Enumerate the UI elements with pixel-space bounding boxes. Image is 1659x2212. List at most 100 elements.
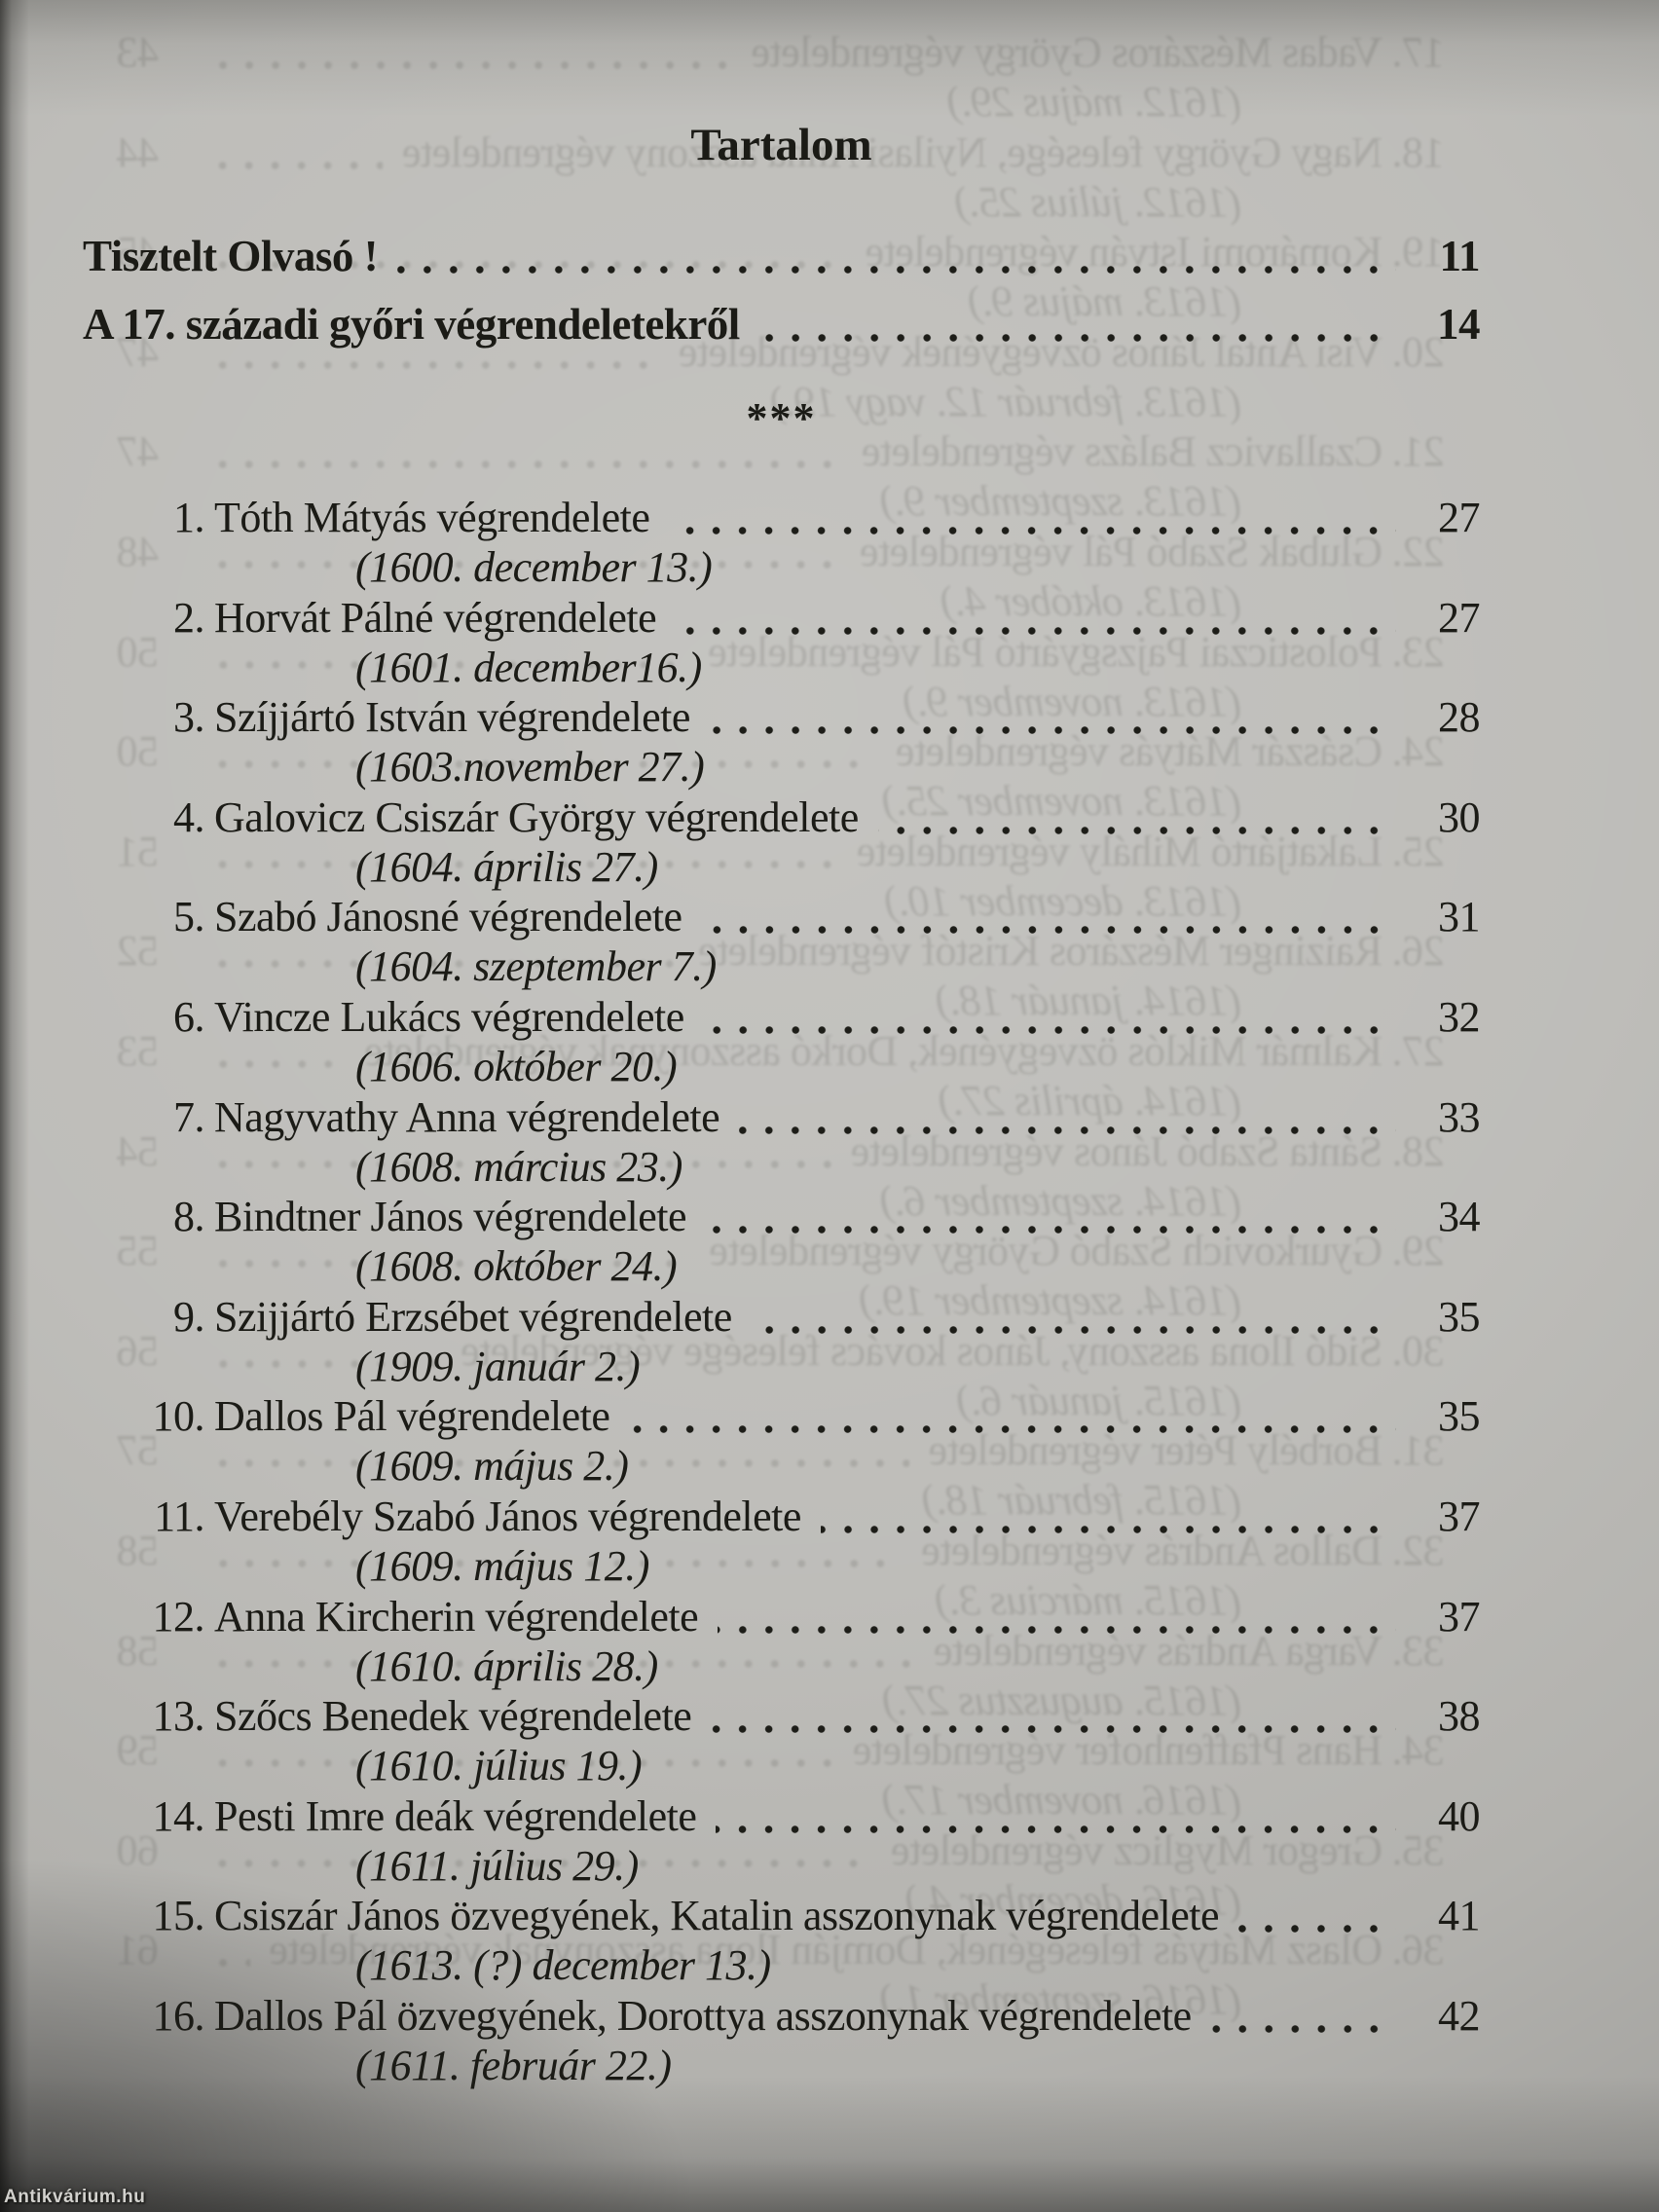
entry-date: (1604. szeptember 7.) <box>355 942 717 991</box>
entry-number: 8. <box>173 1193 205 1241</box>
entry-title: Galovicz Csiszár György végrendelete <box>214 793 859 841</box>
table-of-contents: Tartalom Tisztelt Olvasó ! 11 A 17. száz… <box>83 0 1481 2212</box>
dot-leader <box>1210 2025 1396 2035</box>
dot-leader <box>397 266 1396 276</box>
page-number: 42 <box>1438 1992 1481 2040</box>
entry-number: 6. <box>173 993 205 1041</box>
entry-row: 2. Horvát Pálné végrendelete 27 <box>83 593 1481 643</box>
page-number: 11 <box>1439 232 1480 280</box>
page-number: 34 <box>1438 1193 1481 1241</box>
entry-title: Szijjártó Erzsébet végrendelete <box>214 1292 732 1341</box>
entry-title: Horvát Pálné végrendelete <box>214 593 657 642</box>
entry-date: (1909. január 2.) <box>355 1342 641 1390</box>
entry-number: 12. <box>152 1592 205 1641</box>
entry-row: 7. Nagyvathy Anna végrendelete 33 <box>83 1092 1481 1142</box>
entry-date: (1610. április 28.) <box>355 1641 658 1690</box>
page-title: Tartalom <box>690 120 872 170</box>
dot-leader <box>1238 1925 1396 1936</box>
entry-row: 1. Tóth Mátyás végrendelete 27 <box>83 493 1481 542</box>
dot-leader <box>711 1725 1396 1736</box>
entry-row: 6. Vincze Lukács végrendelete 32 <box>83 992 1481 1042</box>
entry-row: 14. Pesti Imre deák végrendelete 40 <box>83 1791 1481 1841</box>
entry-date: (1608. október 24.) <box>355 1242 678 1291</box>
entry-number: 15. <box>152 1892 205 1940</box>
entry-number: 3. <box>173 693 205 742</box>
entry-title: Szíjjártó István végrendelete <box>214 693 690 742</box>
dot-leader <box>716 1825 1396 1835</box>
entry-row: 9. Szijjártó Erzsébet végrendelete 35 <box>83 1292 1481 1342</box>
watermark: Antikvárium.hu <box>4 2187 146 2207</box>
entry-date: (1604. április 27.) <box>355 842 658 891</box>
entry-number: 1. <box>173 494 205 541</box>
entry-number: 2. <box>173 593 205 642</box>
page-number: 30 <box>1438 793 1481 841</box>
dot-leader <box>877 826 1396 836</box>
entry-number: 10. <box>152 1392 205 1441</box>
entry-title: Tóth Mátyás végrendelete <box>214 494 650 541</box>
entry-title: Dallos Pál végrendelete <box>214 1392 610 1441</box>
entry-date: (1611. február 22.) <box>355 2042 672 2089</box>
page-number: 37 <box>1438 1592 1481 1641</box>
entry-title: Dallos Pál özvegyének, Dorottya asszonyn… <box>214 1992 1192 2040</box>
entry-date: (1609. május 2.) <box>355 1442 629 1491</box>
entry-row: 13. Szőcs Benedek végrendelete 38 <box>83 1691 1481 1741</box>
entry-date: (1603.november 27.) <box>355 743 705 792</box>
entry-number: 5. <box>173 893 205 941</box>
dot-leader <box>701 926 1396 937</box>
entry-title: Anna Kircherin végrendelete <box>214 1592 699 1641</box>
entry-row: 10. Dallos Pál végrendelete 35 <box>83 1391 1481 1441</box>
entry-row: 8. Bindtner János végrendelete 34 <box>83 1192 1481 1241</box>
entry-date: (1600. december 13.) <box>355 543 713 591</box>
entry-row: 11. Verebély Szabó János végrendelete 37 <box>83 1492 1480 1541</box>
page-number: 28 <box>1438 693 1481 742</box>
dot-leader <box>669 527 1396 536</box>
entry-row: 4. Galovicz Csiszár György végrendelete 3… <box>83 793 1481 842</box>
entry-date: (1613. (?) december 13.) <box>355 1941 771 1990</box>
entry-title: Bindtner János végrendelete <box>214 1193 687 1241</box>
dot-leader <box>709 726 1396 737</box>
dot-leader <box>676 626 1396 637</box>
page-number: 14 <box>1437 300 1481 349</box>
front-matter-label: A 17. századi győri végrendeletekről <box>83 300 740 349</box>
entry-date: (1610. július 19.) <box>355 1742 643 1790</box>
entry-number: 13. <box>152 1692 205 1741</box>
dot-leader <box>751 1325 1396 1336</box>
section-separator-stars: *** <box>746 394 817 442</box>
dot-leader <box>629 1425 1396 1436</box>
front-matter-row: A 17. századi győri végrendeletekről 14 <box>83 300 1481 350</box>
entry-row: 16. Dallos Pál özvegyének, Dorottya asszo… <box>83 1991 1481 2041</box>
page-number: 35 <box>1438 1392 1481 1441</box>
page-number: 31 <box>1438 893 1481 941</box>
entry-date: (1601. december16.) <box>355 643 702 691</box>
dot-leader <box>706 1226 1396 1236</box>
entry-title: Szabó Jánosné végrendelete <box>214 893 682 941</box>
entry-number: 7. <box>173 1092 205 1141</box>
entry-row: 12. Anna Kircherin végrendelete 37 <box>83 1592 1481 1641</box>
front-matter-label: Tisztelt Olvasó ! <box>83 232 379 280</box>
entry-title: Csiszár János özvegyének, Katalin asszon… <box>214 1892 1220 1940</box>
dot-leader <box>718 1625 1396 1636</box>
entry-date: (1611. július 29.) <box>355 1841 639 1890</box>
front-matter-row: Tisztelt Olvasó ! 11 <box>83 232 1481 281</box>
entry-number: 16. <box>152 1992 205 2040</box>
page-number: 37 <box>1438 1493 1481 1540</box>
entry-title: Pesti Imre deák végrendelete <box>214 1791 697 1840</box>
page-number: 27 <box>1438 593 1481 642</box>
entry-row: 5. Szabó Jánosné végrendelete 31 <box>83 892 1481 941</box>
entry-row: 3. Szíjjártó István végrendelete 28 <box>83 692 1481 742</box>
entry-number: 9. <box>173 1292 205 1341</box>
entry-title: Vincze Lukács végrendelete <box>214 993 684 1041</box>
dot-leader <box>703 1026 1396 1036</box>
dot-leader <box>820 1526 1396 1535</box>
page-number: 35 <box>1438 1292 1481 1341</box>
entry-date: (1608. március 23.) <box>355 1142 682 1191</box>
entry-title: Nagyvathy Anna végrendelete <box>214 1092 720 1141</box>
dot-leader <box>758 334 1396 344</box>
entry-number: 14. <box>152 1791 205 1840</box>
entry-row: 15. Csiszár János özvegyének, Katalin ass… <box>83 1891 1481 1940</box>
entry-number: 4. <box>173 793 205 841</box>
page-number: 38 <box>1438 1692 1481 1741</box>
page-number: 41 <box>1438 1892 1481 1940</box>
